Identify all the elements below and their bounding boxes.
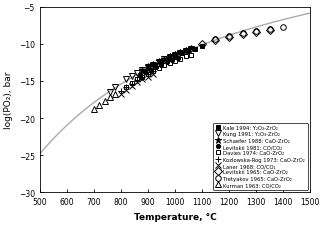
Y-axis label: log(PO₂), bar: log(PO₂), bar (4, 72, 13, 129)
Legend: Kale 1994: Y₂O₃-ZrO₂, Kung 1991: Y₂O₃-ZrO₂, Schaefer 1988: CaO-ZrO₂, Levitskii 1: Kale 1994: Y₂O₃-ZrO₂, Kung 1991: Y₂O₃-Zr… (213, 123, 307, 190)
X-axis label: Temperature, °C: Temperature, °C (133, 212, 216, 221)
